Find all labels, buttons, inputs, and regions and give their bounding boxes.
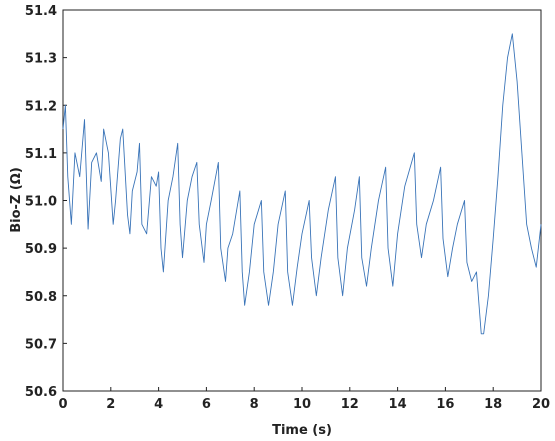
y-tick-label: 50.8 (25, 290, 57, 305)
y-tick-label: 50.6 (25, 385, 57, 400)
y-tick-label: 50.7 (25, 337, 57, 352)
x-tick-label: 2 (106, 397, 115, 412)
y-tick-label: 51.0 (25, 195, 57, 210)
x-tick-label: 18 (484, 397, 502, 412)
data-line (62, 33, 542, 335)
x-tick-label: 4 (154, 397, 163, 412)
y-tick-label: 51.1 (25, 147, 57, 162)
x-tick-label: 12 (341, 397, 359, 412)
y-tick-label: 50.9 (25, 242, 57, 257)
x-tick-label: 14 (389, 397, 407, 412)
x-tick-label: 6 (202, 397, 211, 412)
y-tick-label: 51.4 (25, 4, 57, 19)
x-tick-label: 16 (436, 397, 454, 412)
x-tick-label: 20 (532, 397, 550, 412)
x-tick-label: 0 (58, 397, 67, 412)
y-tick-label: 51.2 (25, 99, 57, 114)
y-tick-label: 51.3 (25, 52, 57, 67)
y-axis-label: Bio-Z (Ω) (9, 167, 24, 233)
plot-frame (62, 9, 542, 392)
x-tick-label: 8 (250, 397, 259, 412)
x-tick-label: 10 (293, 397, 311, 412)
x-axis-label: Time (s) (272, 423, 332, 438)
